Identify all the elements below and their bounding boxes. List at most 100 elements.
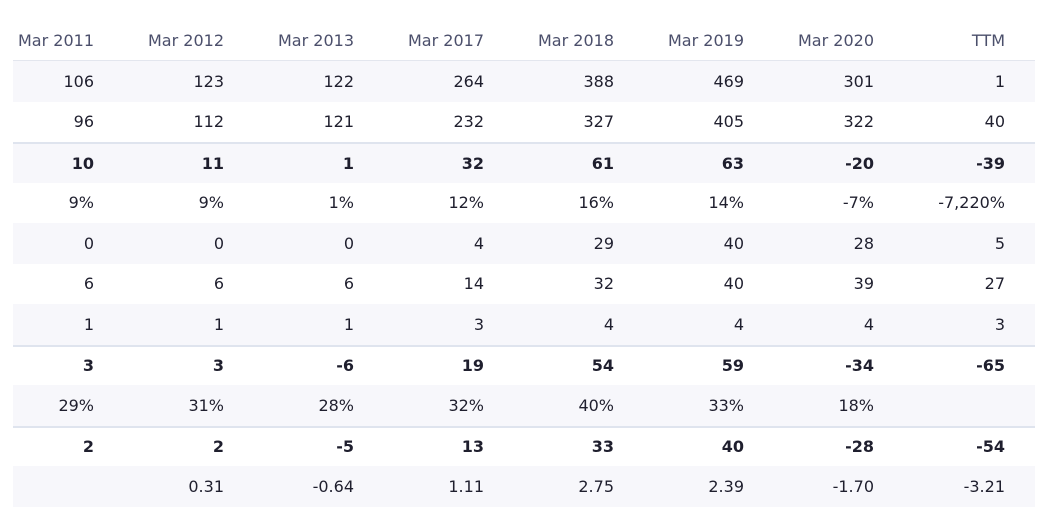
table-cell: -7%: [842, 193, 874, 213]
table-cell: 405: [713, 112, 744, 132]
column-header: Mar 2019: [668, 30, 744, 50]
column-header: Mar 2013: [278, 30, 354, 50]
table-cell: 4: [603, 314, 614, 334]
table-cell: 6: [83, 274, 94, 294]
table-cell: -65: [976, 356, 1005, 376]
table-cell: 106: [63, 71, 94, 91]
table-cell: 2: [82, 437, 94, 457]
table-row: 106 123 122 264 388 469 301 1: [13, 61, 1035, 102]
table-cell: 14: [463, 274, 484, 294]
table-cell: 0: [83, 233, 94, 253]
table-cell: 18%: [838, 395, 874, 415]
table-cell: 122: [323, 71, 354, 91]
table-cell: 1: [213, 314, 224, 334]
table-cell: 123: [193, 71, 224, 91]
table-cell: 28%: [318, 395, 354, 415]
table-cell: 327: [583, 112, 614, 132]
table-cell: -3.21: [963, 476, 1005, 496]
table-cell: 0: [213, 233, 224, 253]
column-header: TTM: [971, 30, 1005, 50]
table-cell: 31%: [188, 395, 224, 415]
table-cell: -5: [336, 437, 354, 457]
table-cell: 2.39: [708, 476, 744, 496]
table-cell: 1: [994, 71, 1005, 91]
table-cell: 32%: [448, 395, 484, 415]
table-cell: 5: [994, 233, 1005, 253]
table-cell: -39: [976, 153, 1005, 173]
table-cell: 13: [461, 437, 484, 457]
table-cell: 29: [593, 233, 614, 253]
table-cell: 9%: [198, 193, 224, 213]
table-cell: 0.31: [188, 476, 224, 496]
table-cell: 3: [82, 356, 94, 376]
table-row: 1 1 1 3 4 4 4 3: [13, 304, 1035, 345]
table-cell: 1: [342, 153, 354, 173]
table-row: 2 2 -5 13 33 40 -28 -54: [13, 425, 1035, 467]
column-header: Mar 2018: [538, 30, 614, 50]
table-cell: -6: [336, 356, 354, 376]
table-cell: 16%: [578, 193, 614, 213]
table-cell: 40: [721, 437, 744, 457]
table-cell: 469: [713, 71, 744, 91]
table-cell: -20: [845, 153, 874, 173]
table-cell: 4: [863, 314, 874, 334]
table-cell: 0: [343, 233, 354, 253]
table-cell: 63: [721, 153, 744, 173]
table-cell: 40: [723, 274, 744, 294]
table-cell: 33: [591, 437, 614, 457]
table-cell: 3: [994, 314, 1005, 334]
table-cell: 3: [473, 314, 484, 334]
table-cell: -7,220%: [938, 193, 1005, 213]
table-cell: 3: [212, 356, 224, 376]
table-cell: 10: [71, 153, 94, 173]
table-row: 9% 9% 1% 12% 16% 14% -7% -7,220%: [13, 183, 1035, 224]
table-cell: 1: [343, 314, 354, 334]
table-row: 6 6 6 14 32 40 39 27: [13, 264, 1035, 305]
table-cell: 6: [343, 274, 354, 294]
table-cell: 121: [323, 112, 354, 132]
table-cell: 232: [453, 112, 484, 132]
column-header: Mar 2017: [408, 30, 484, 50]
table-cell: 96: [73, 112, 94, 132]
table-cell: -54: [976, 437, 1005, 457]
table-cell: 32: [593, 274, 614, 294]
table-cell: 2.75: [578, 476, 614, 496]
table-cell: 28: [853, 233, 874, 253]
table-cell: 40: [723, 233, 744, 253]
table-cell: 14%: [708, 193, 744, 213]
column-header: Mar 2012: [148, 30, 224, 50]
table-cell: 4: [733, 314, 744, 334]
table-cell: 12%: [448, 193, 484, 213]
table-cell: 32: [461, 153, 484, 173]
table-cell: 61: [591, 153, 614, 173]
table-cell: 1: [83, 314, 94, 334]
table-cell: 6: [213, 274, 224, 294]
table-cell: 9%: [68, 193, 94, 213]
table-cell: 2: [212, 437, 224, 457]
table-cell: 4: [473, 233, 484, 253]
table-cell: 39: [853, 274, 874, 294]
table-cell: 29%: [58, 395, 94, 415]
table-body: 106 123 122 264 388 469 301 1 96 112 121 232 327 405 3…: [13, 61, 1035, 507]
table-cell: 27: [984, 274, 1005, 294]
table-header-row: Mar 2011 Mar 2012 Mar 2013 Mar 2017 Mar …: [13, 20, 1035, 61]
table-cell: 40: [984, 112, 1005, 132]
table-cell: 322: [843, 112, 874, 132]
table-row: 0.31 -0.64 1.11 2.75 2.39 -1.70 -3.21: [13, 466, 1035, 507]
column-header: Mar 2011: [18, 30, 94, 50]
table-cell: 33%: [708, 395, 744, 415]
table-row: 0 0 0 4 29 40 28 5: [13, 223, 1035, 264]
table-cell: 264: [453, 71, 484, 91]
table-row: 3 3 -6 19 54 59 -34 -65: [13, 344, 1035, 386]
column-header: Mar 2020: [798, 30, 874, 50]
table-cell: -0.64: [312, 476, 354, 496]
table-cell: 19: [461, 356, 484, 376]
table-cell: -1.70: [832, 476, 874, 496]
table-row: 10 11 1 32 61 63 -20 -39: [13, 142, 1035, 183]
table-cell: 388: [583, 71, 614, 91]
table-cell: 54: [591, 356, 614, 376]
table-cell: 1.11: [448, 476, 484, 496]
table-cell: 112: [193, 112, 224, 132]
table-cell: 301: [843, 71, 874, 91]
table-cell: 11: [201, 153, 224, 173]
